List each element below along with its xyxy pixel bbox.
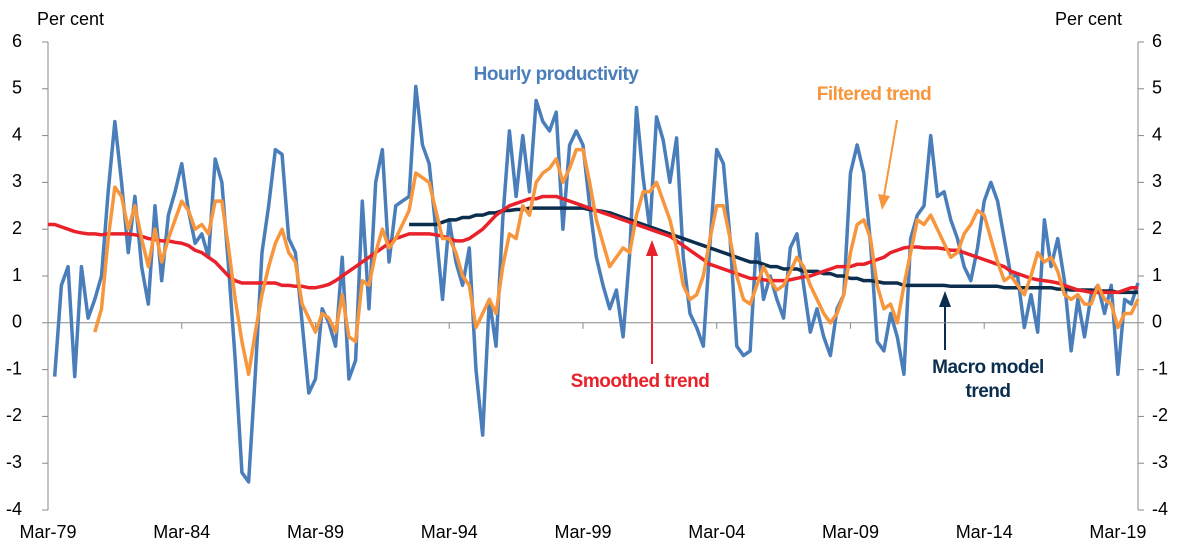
arrow <box>883 119 898 197</box>
x-tick-label: Mar-14 <box>956 522 1013 542</box>
series-label: Smoothed trend <box>570 371 710 392</box>
series-line <box>52 84 1140 484</box>
series-label: Macro model trend <box>932 357 1044 402</box>
y-tick-label: 0 <box>12 312 22 332</box>
y2-tick-label: 4 <box>1152 124 1162 144</box>
x-tick-label: Mar-79 <box>19 522 76 542</box>
y2-axis-title: Per cent <box>1055 9 1122 29</box>
series-label: Filtered trend <box>816 84 932 105</box>
x-tick-label: Mar-94 <box>421 522 478 542</box>
x-tick-label: Mar-84 <box>153 522 210 542</box>
y2-tick-label: 1 <box>1152 265 1162 285</box>
y-tick-label: -4 <box>6 499 22 519</box>
y-tick-label: 4 <box>12 124 22 144</box>
arrowhead <box>878 194 890 210</box>
y2-tick-label: 2 <box>1152 218 1162 238</box>
arrowhead <box>646 240 658 256</box>
y2-tick-label: 5 <box>1152 78 1162 98</box>
y2-tick-label: -3 <box>1152 452 1168 472</box>
series-line <box>93 147 1140 377</box>
y-tick-label: -2 <box>6 405 22 425</box>
x-tick-label: Mar-04 <box>688 522 745 542</box>
arrowhead <box>939 291 951 307</box>
x-tick-label: Mar-09 <box>822 522 879 542</box>
y-tick-label: 6 <box>12 31 22 51</box>
y-tick-label: 3 <box>12 171 22 191</box>
x-tick-label: Mar-89 <box>287 522 344 542</box>
y2-tick-label: 3 <box>1152 171 1162 191</box>
y-tick-label: 1 <box>12 265 22 285</box>
y-tick-label: 2 <box>12 218 22 238</box>
arrows <box>646 119 951 364</box>
series-label: Hourly productivity <box>473 64 639 85</box>
y2-tick-label: -1 <box>1152 358 1168 378</box>
y-tick-label: 5 <box>12 78 22 98</box>
y2-tick-label: -4 <box>1152 499 1168 519</box>
y2-tick-label: 6 <box>1152 31 1162 51</box>
x-tick-label: Mar-19 <box>1089 522 1146 542</box>
y-tick-label: -3 <box>6 452 22 472</box>
y2-tick-label: -2 <box>1152 405 1168 425</box>
x-tick-label: Mar-99 <box>554 522 611 542</box>
y2-tick-label: 0 <box>1152 312 1162 332</box>
y-axis-title: Per cent <box>37 9 104 29</box>
y-tick-label: -1 <box>6 358 22 378</box>
